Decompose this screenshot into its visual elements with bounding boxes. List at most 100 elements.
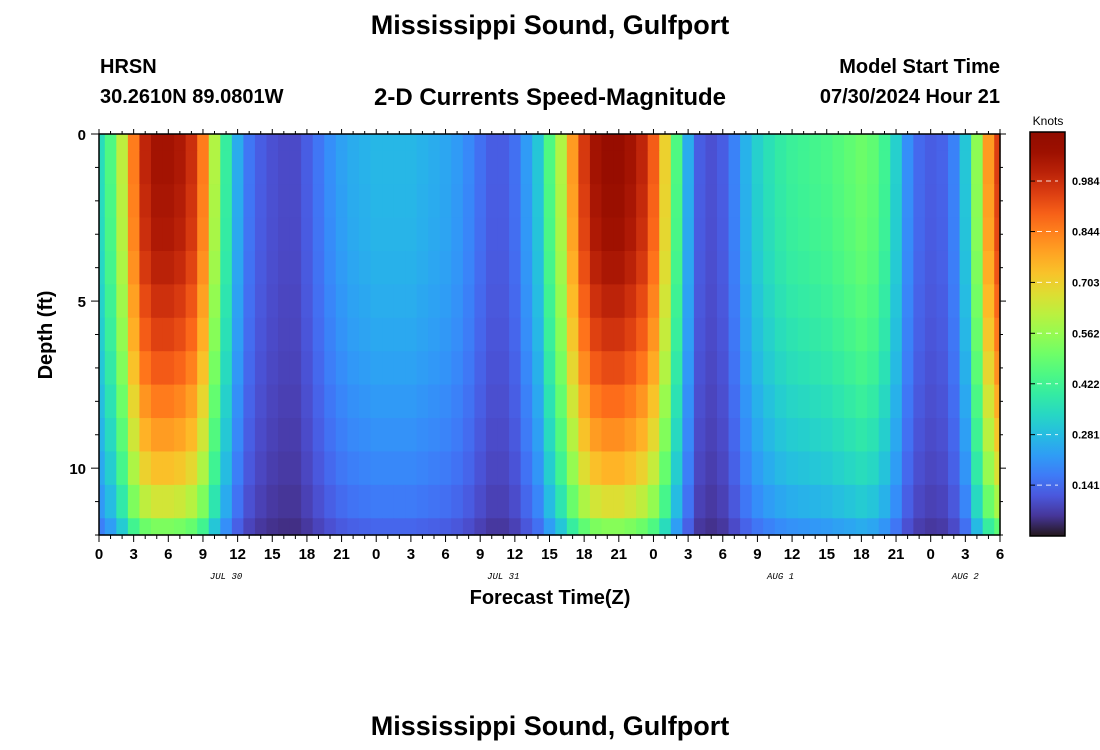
heatmap-cell [924,351,938,386]
heatmap-cell [624,317,637,352]
heatmap-cell [197,317,210,352]
heatmap-cell [786,250,799,285]
heatmap-cell [416,217,429,252]
heatmap-cell [774,451,787,486]
heatmap-cell [901,351,914,386]
heatmap-cell [728,518,741,536]
heatmap-cell [601,351,614,386]
heatmap-cell [994,184,1001,219]
heatmap-cell [324,351,337,386]
heatmap-cell [636,184,649,219]
heatmap-cell [774,150,787,185]
heatmap-cell [208,351,221,386]
heatmap-cell [266,451,279,486]
heatmap-cell [231,418,244,453]
heatmap-cell [220,351,233,386]
heatmap-cell [370,384,383,419]
heatmap-cell [878,384,891,419]
heatmap-cell [971,518,984,536]
heatmap-cell [462,484,476,519]
heatmap-cell [451,184,464,219]
heatmap-cell [809,184,822,219]
heatmap-cell [278,451,291,486]
heatmap-cell [774,217,787,252]
heatmap-cell [451,418,464,453]
heatmap-cell [197,184,210,219]
heatmap-cell [150,134,164,152]
heatmap-cell [174,150,187,185]
heatmap-cell [924,418,938,453]
heatmap-cell [670,184,683,219]
colorbar-title: Knots [1033,114,1064,128]
heatmap-cell [613,484,626,519]
heatmap-cell [243,418,256,453]
heatmap-cell [462,184,476,219]
heatmap-cell [416,150,429,185]
heatmap-cell [162,317,175,352]
heatmap-cell [324,418,337,453]
heatmap-cell [855,418,868,453]
heatmap-cell [705,451,718,486]
heatmap-cell [844,134,857,152]
heatmap-cell [416,134,429,152]
heatmap-cell [740,484,753,519]
heatmap-cell [150,317,164,352]
heatmap-cell [832,518,845,536]
heatmap-cell [231,384,244,419]
heatmap-cell [520,418,533,453]
heatmap-cell [393,451,406,486]
x-tick-label: 3 [407,546,415,563]
heatmap-cell [116,284,129,319]
heatmap-cell [578,351,591,386]
heatmap-cell [867,217,880,252]
heatmap-cell [936,184,949,219]
heatmap-cell [231,184,244,219]
heatmap-cell [104,451,117,486]
heatmap-cell [763,250,776,285]
heatmap-cell [301,317,314,352]
heatmap-cell [208,217,221,252]
heatmap-cell [682,284,695,319]
heatmap-cell [636,317,649,352]
heatmap-cell [474,418,487,453]
colorbar-tick-label: 0.844 [1072,227,1100,239]
heatmap-cell [844,518,857,536]
y-axis-title: Depth (ft) [35,291,57,380]
heatmap-cell [335,250,348,285]
heatmap-cell [728,384,741,419]
heatmap-cell [393,384,406,419]
heatmap-cell [705,351,718,386]
heatmap-cell [439,351,452,386]
heatmap-cell [682,451,695,486]
heatmap-cell [589,150,603,185]
heatmap-cell [462,217,476,252]
heatmap-cell [613,518,626,536]
heatmap-cell [266,518,279,536]
heatmap-cell [763,351,776,386]
heatmap-cell [890,451,903,486]
colorbar-tick-label: 0.141 [1072,480,1100,492]
heatmap-cell [509,134,522,152]
heatmap-cell [924,484,938,519]
heatmap-cell [751,134,764,152]
heatmap-cell [243,518,256,536]
heatmap-cell [243,184,256,219]
chart-subtitle: 2-D Currents Speed-Magnitude [373,84,727,111]
heatmap-cell [890,384,903,419]
heatmap-cell [197,284,210,319]
heatmap-cell [220,217,233,252]
heatmap-cell [578,484,591,519]
heatmap-cell [797,134,810,152]
heatmap-cell [832,484,845,519]
chart-title: Mississippi Sound, Gulfport [370,10,730,40]
heatmap-cell [335,150,348,185]
heatmap-cell [936,418,949,453]
heatmap-cell [150,484,164,519]
heatmap-cell [740,184,753,219]
heatmap-cell [716,217,730,252]
heatmap-cell [682,351,695,386]
heatmap-cell [278,250,291,285]
heatmap-cell [589,518,603,536]
heatmap-cell [474,518,487,536]
heatmap-cell [370,184,383,219]
